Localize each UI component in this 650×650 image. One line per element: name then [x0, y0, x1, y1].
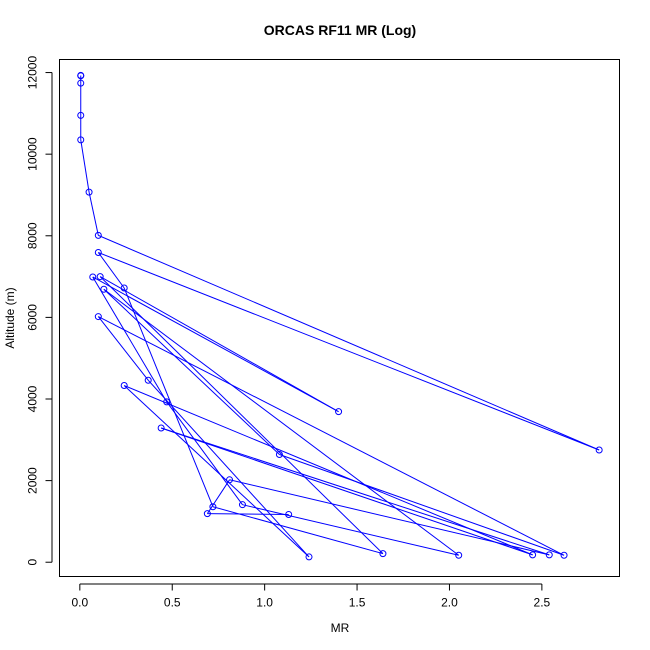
x-tick-label: 1.5 — [349, 596, 366, 610]
series-segment — [229, 479, 550, 556]
data-point — [379, 550, 387, 558]
data-point — [120, 382, 128, 390]
data-point — [529, 551, 537, 559]
series-segment — [92, 276, 168, 403]
data-point — [545, 551, 553, 559]
series-segment — [242, 504, 459, 556]
data-point — [77, 136, 85, 144]
data-point — [85, 188, 93, 196]
y-tick-label: 12000 — [26, 56, 40, 90]
y-tick-label: 8000 — [26, 222, 40, 249]
data-point — [89, 273, 97, 281]
data-point — [203, 510, 211, 518]
data-point — [120, 284, 128, 292]
data-point — [275, 450, 283, 458]
plot-area-frame — [59, 59, 620, 577]
series-segment — [97, 316, 149, 381]
data-point — [77, 79, 85, 87]
series-segment — [166, 401, 243, 505]
data-point — [455, 551, 463, 559]
series-segment — [123, 287, 214, 507]
series-segment — [279, 454, 565, 556]
data-point — [100, 285, 108, 293]
series-segment — [160, 427, 533, 556]
series-segment — [88, 192, 99, 236]
x-tick-label: 1.0 — [256, 596, 273, 610]
data-point — [595, 446, 603, 454]
series-segment — [103, 288, 460, 556]
y-axis: 0 2000 4000 6000 8000 10000 12000 — [26, 56, 53, 566]
data-point — [305, 553, 313, 561]
data-point — [157, 424, 165, 432]
series-layer — [77, 71, 603, 561]
x-tick-label: 0.0 — [71, 596, 88, 610]
series-segment — [160, 427, 550, 556]
series-segment — [206, 479, 230, 514]
y-tick-label: 6000 — [26, 304, 40, 331]
data-point — [94, 249, 102, 257]
series-segment — [98, 316, 565, 556]
data-point — [163, 398, 171, 406]
y-axis-label: Altitude (m) — [3, 287, 17, 348]
data-point — [209, 503, 217, 511]
series-segment — [103, 288, 280, 455]
data-point — [77, 111, 85, 119]
series-segment — [98, 252, 600, 451]
series-segment — [92, 276, 339, 413]
y-tick-label: 0 — [26, 559, 40, 566]
x-tick-label: 0.5 — [164, 596, 181, 610]
data-point — [94, 231, 102, 239]
y-tick-label: 2000 — [26, 467, 40, 494]
series-segment — [80, 139, 90, 193]
y-tick-label: 4000 — [26, 385, 40, 412]
data-point — [238, 501, 246, 509]
data-point — [285, 510, 293, 518]
x-tick-label: 2.5 — [534, 596, 551, 610]
data-point — [226, 476, 234, 484]
x-tick-label: 2.0 — [441, 596, 458, 610]
data-point — [144, 376, 152, 384]
series-segment — [212, 506, 384, 555]
series-segment — [207, 513, 289, 515]
series-segment — [99, 276, 384, 555]
series-segment — [97, 252, 125, 289]
series-segment — [98, 234, 600, 451]
data-point — [335, 408, 343, 416]
series-segment — [147, 379, 310, 558]
data-point — [560, 551, 568, 559]
y-tick-label: 10000 — [26, 137, 40, 171]
data-point — [96, 273, 104, 281]
x-axis-label: MR — [331, 621, 350, 635]
data-point — [94, 313, 102, 321]
x-axis: 0.0 0.5 1.0 1.5 2.0 2.5 — [71, 583, 551, 610]
series-segment — [123, 385, 533, 556]
series-segment — [123, 385, 310, 558]
series-segment — [99, 276, 339, 413]
chart-title: ORCAS RF11 MR (Log) — [264, 22, 416, 38]
data-point — [77, 72, 85, 80]
